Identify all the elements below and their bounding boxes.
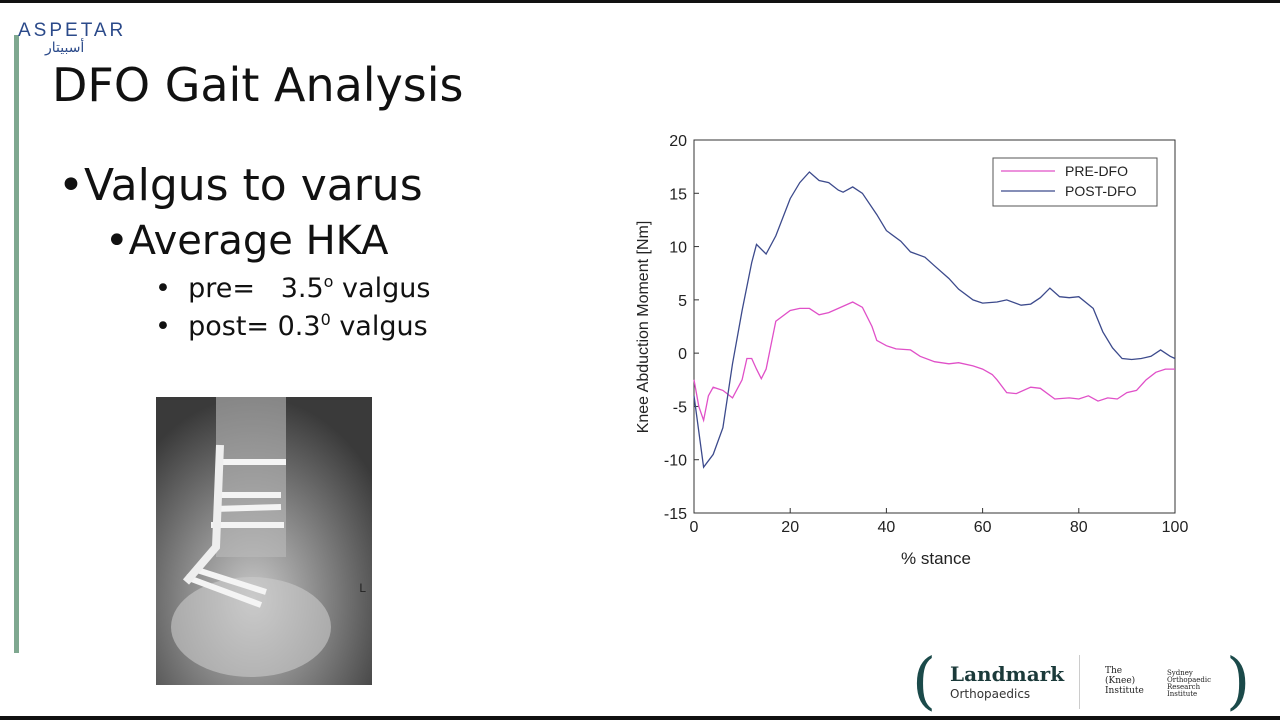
- logo-line: Orthopaedic: [1167, 676, 1212, 684]
- logo: ASPETAR: [18, 20, 127, 41]
- superscript: 0: [320, 310, 331, 329]
- bracket: (: [912, 644, 937, 717]
- x-tick-label: 40: [878, 519, 896, 536]
- chart: % stance Knee Abduction Moment [Nm] 0 20 4…: [635, 133, 1189, 568]
- brand: Landmark: [950, 662, 1065, 686]
- x-axis-label: % stance: [901, 549, 971, 568]
- legend-label: POST-DFO: [1065, 183, 1137, 199]
- logo-line: Institute: [1167, 690, 1198, 698]
- x-tick-label: 80: [1070, 519, 1088, 536]
- slide-title: DFO Gait Analysis: [52, 58, 464, 112]
- bullet-text: valgus: [330, 311, 428, 342]
- x-tick-label: 100: [1162, 519, 1189, 536]
- data-line: [693, 171, 1176, 469]
- data-line: [693, 301, 1175, 423]
- brand-sub: Orthopaedics: [950, 687, 1031, 701]
- bottom-border: [0, 716, 1280, 720]
- logo-arabic: أسبيتار: [45, 40, 85, 56]
- y-tick-label: 20: [669, 133, 687, 150]
- bullet-text: Average HKA: [128, 218, 389, 264]
- bullet-text: pre= 3.5: [188, 273, 324, 304]
- bullet-2: •Average HKA: [105, 218, 389, 264]
- legend-box: [992, 157, 1158, 207]
- y-tick-label: 15: [669, 186, 687, 203]
- superscript: o: [323, 272, 334, 291]
- bullet-text: Valgus to varus: [83, 160, 423, 211]
- accent-bar: [14, 35, 19, 653]
- knee-logo: The (Knee) Institute: [1105, 666, 1144, 696]
- y-tick-label: -10: [664, 453, 687, 470]
- logo-line: Institute: [1105, 686, 1144, 696]
- x-tick-label: 60: [974, 519, 992, 536]
- y-axis-label: Knee Abduction Moment [Nm]: [635, 221, 652, 434]
- sori-logo: Sydney Orthopaedic Research Institute: [1167, 670, 1211, 698]
- logo-line: Research: [1167, 683, 1201, 691]
- logo-line: Sydney: [1167, 669, 1193, 677]
- logo-line: (Knee): [1105, 676, 1136, 686]
- y-tick-label: -5: [673, 399, 687, 416]
- bullet-1: •Valgus to varus: [58, 160, 423, 211]
- bullet-4: • post= 0.30 valgus: [155, 310, 428, 342]
- y-tick-label: -15: [664, 506, 687, 523]
- divider: [1079, 655, 1080, 709]
- y-tick-label: 10: [669, 240, 687, 257]
- bracket: ): [1226, 644, 1251, 717]
- y-tick-label: 0: [678, 346, 687, 363]
- legend-label: PRE-DFO: [1065, 163, 1128, 179]
- top-border: [0, 0, 1280, 3]
- bullet-text: valgus: [333, 273, 431, 304]
- bullet-text: post= 0.3: [188, 311, 321, 342]
- logo-line: The: [1105, 666, 1123, 676]
- bullet-3: • pre= 3.5o valgus: [155, 272, 431, 304]
- x-tick-label: 0: [690, 519, 699, 536]
- xray-marker: L: [359, 581, 366, 595]
- xray-image: L: [156, 397, 372, 685]
- y-tick-label: 5: [678, 293, 687, 310]
- x-tick-label: 20: [781, 519, 799, 536]
